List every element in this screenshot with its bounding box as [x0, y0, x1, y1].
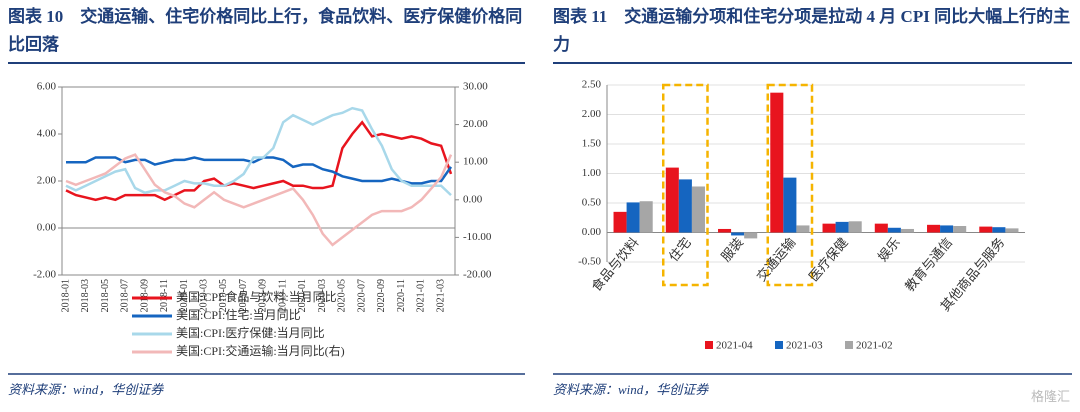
y-tick-label: 0.00	[582, 226, 602, 238]
x-tick-label: 2020-01	[297, 279, 308, 312]
x-tick-label: 2021-01	[416, 279, 427, 312]
y-tick-label: 0.50	[582, 197, 602, 209]
plot-frame	[61, 86, 456, 276]
bar	[613, 211, 627, 233]
bar	[691, 186, 705, 233]
legend-label: 美国:CPI:交通运输:当月同比(右)	[176, 343, 345, 358]
y-tick-label: 1.00	[582, 167, 602, 179]
bar	[848, 221, 862, 233]
y-tick-label: 2.00	[37, 175, 57, 187]
bar	[770, 92, 784, 233]
bar	[744, 232, 758, 239]
x-tick-label: 2020-05	[337, 279, 348, 312]
y2-tick-label: 30.00	[463, 81, 488, 93]
x-tick-label: 2018-07	[120, 279, 131, 312]
bar	[992, 227, 1006, 233]
bar	[796, 225, 810, 233]
x-tick-label: 2020-07	[356, 279, 367, 312]
legend-swatch	[845, 341, 853, 349]
y-tick-label: 2.00	[582, 108, 602, 120]
bar	[783, 177, 797, 233]
y2-tick-label: 20.00	[463, 118, 488, 130]
legend-label: 2021-03	[786, 340, 823, 352]
y2-tick-label: 0.00	[463, 193, 483, 205]
bar	[822, 223, 836, 233]
bar	[874, 223, 888, 233]
x-tick-label: 2019-11	[277, 279, 288, 312]
line	[65, 120, 453, 202]
source: 资料来源：wind，华创证券	[8, 382, 164, 397]
bar	[731, 232, 745, 236]
bar	[1005, 228, 1019, 233]
x-tick-label: 2018-03	[80, 279, 91, 312]
x-tick-label: 娱乐	[875, 235, 903, 265]
source: 资料来源：wind，华创证券	[553, 382, 709, 397]
bar	[927, 224, 941, 233]
x-tick-label: 2019-09	[258, 279, 269, 312]
x-tick-label: 2018-01	[60, 279, 71, 312]
bar	[900, 228, 914, 233]
x-tick-label: 2020-11	[396, 279, 407, 312]
x-tick-label: 交通运输	[754, 235, 799, 284]
line	[66, 156, 453, 185]
x-tick-label: 2019-07	[238, 279, 249, 312]
x-tick-label: 住宅	[666, 235, 694, 265]
bar	[718, 228, 732, 233]
bar	[940, 225, 954, 233]
x-tick-label: 2020-09	[376, 279, 387, 312]
y2-tick-label: 10.00	[463, 156, 488, 168]
legend-swatch	[705, 341, 713, 349]
highlight-box	[662, 83, 709, 287]
legend-swatch	[775, 341, 783, 349]
x-tick-label: 教育与通信	[902, 235, 955, 294]
chart-title: 图表 11 交通运输分项和住宅分项是拉动 4 月 CPI 同比大幅上行的主力	[553, 6, 1070, 54]
legend-label: 美国:CPI:医疗保健:当月同比	[176, 326, 325, 340]
legend-label: 2021-02	[856, 340, 893, 352]
x-tick-label: 2018-05	[100, 279, 111, 312]
bar	[626, 202, 640, 233]
x-tick-label: 2019-03	[199, 279, 210, 312]
x-tick-label: 2019-05	[218, 279, 229, 312]
y-tick-label: -2.00	[33, 269, 56, 281]
legend-label: 美国:CPI:食品与饮料:当月同比	[176, 289, 337, 304]
x-tick-label: 2020-03	[317, 279, 328, 312]
bar	[953, 226, 967, 233]
bar	[887, 227, 901, 233]
bar	[639, 201, 653, 233]
y-tick-label: 2.50	[582, 79, 602, 91]
chart-title: 图表 10 交通运输、住宅价格同比上行，食品饮料、医疗保健价格同比回落	[8, 6, 522, 54]
line	[65, 106, 452, 197]
legend-label: 2021-04	[716, 340, 753, 352]
y-tick-label: 0.00	[37, 222, 57, 234]
bar	[979, 226, 993, 233]
bar	[678, 179, 692, 233]
y-tick-label: 6.00	[37, 81, 57, 93]
x-tick-label: 服装	[718, 235, 746, 265]
legend-label: 美国:CPI:住宅:当月同比	[176, 307, 301, 322]
highlight-box	[766, 83, 814, 287]
line	[65, 153, 453, 247]
y-tick-label: 1.50	[582, 138, 602, 150]
x-tick-label: 2018-11	[159, 279, 170, 312]
y2-tick-label: -20.00	[463, 269, 492, 281]
y-tick-label: -0.50	[578, 256, 601, 268]
x-tick-label: 2021-03	[435, 279, 446, 312]
y2-tick-label: -10.00	[463, 231, 492, 243]
watermark: 格隆汇	[1031, 389, 1070, 404]
x-tick-label: 2019-01	[179, 279, 190, 312]
x-tick-label: 2018-09	[139, 279, 150, 312]
bar	[835, 221, 849, 233]
y-tick-label: 4.00	[37, 128, 57, 140]
bar	[665, 167, 679, 233]
